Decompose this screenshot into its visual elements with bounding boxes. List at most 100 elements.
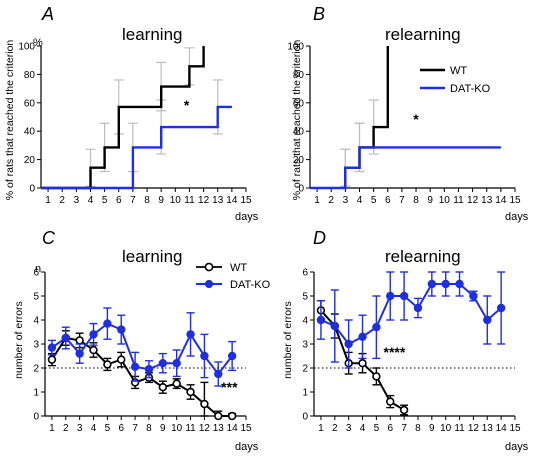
panel-c-datko-point: [130, 362, 140, 371]
legend-top-datko-label: DAT-KO: [450, 83, 491, 95]
legend-bottom-wt-marker: [204, 262, 214, 272]
panel-d-datko-point: [441, 279, 450, 289]
panel-c-datko-point: [227, 351, 237, 361]
x-tick-label: 11: [453, 195, 464, 206]
x-tick-label: 2: [328, 195, 334, 206]
x-tick-label: 14: [226, 195, 238, 206]
panel-d-datko-point: [483, 315, 492, 325]
legend-top-wt-label: WT: [450, 65, 467, 77]
panel-b-ylabel: % of rats that reached the criterion: [291, 40, 303, 201]
panel-a-wt-step-line: [41, 46, 205, 190]
y-tick-label: 6: [302, 268, 308, 279]
x-tick-label: 14: [496, 423, 508, 434]
x-tick-label: 4: [91, 423, 97, 434]
x-tick-label: 13: [481, 195, 493, 206]
y-tick-label: 2: [302, 364, 308, 375]
x-tick-label: 1: [45, 195, 51, 206]
x-tick-label: 4: [88, 195, 94, 206]
panel-d-ylabel: number of errors: [282, 301, 294, 379]
x-tick-label: 6: [118, 423, 124, 434]
panel-c-wt-point: [186, 387, 195, 397]
x-tick-label: 10: [439, 195, 451, 206]
x-tick-label: 3: [74, 195, 80, 206]
legend-bottom: WT DAT-KO: [196, 262, 271, 291]
x-tick-label: 5: [371, 195, 377, 206]
panel-c-wt-point: [75, 336, 84, 345]
panel-d-datko-point: [344, 339, 353, 349]
y-tick-label: 4: [33, 316, 39, 327]
x-tick-label: 7: [130, 195, 136, 206]
x-tick-label: 6: [116, 195, 122, 206]
y-tick-label: 0: [302, 412, 308, 423]
panel-letter-c: C: [42, 228, 56, 248]
y-tick-label: 0: [298, 184, 304, 195]
panel-letter-b: B: [313, 4, 325, 24]
x-tick-label: 8: [415, 423, 421, 434]
panel-c-wt-point: [227, 411, 237, 421]
x-tick-label: 7: [132, 423, 138, 434]
x-tick-label: 15: [240, 423, 252, 434]
panel-c-significance-label: ***: [221, 379, 238, 395]
x-tick-label: 10: [171, 423, 183, 434]
panel-c-datko-point: [47, 343, 57, 352]
panel-c-datko-point: [61, 333, 70, 343]
panel-d-datko-point: [427, 279, 437, 289]
x-tick-label: 5: [374, 423, 380, 434]
y-tick-label: 1: [302, 388, 308, 399]
y-tick-label: 60: [24, 98, 36, 109]
x-tick-label: 9: [429, 423, 435, 434]
panel-c-xlabel: days: [235, 441, 259, 453]
panel-d-wt-point: [372, 372, 381, 381]
panel-b-significance-label: *: [413, 111, 419, 127]
x-tick-label: 2: [63, 423, 69, 434]
panel-letter-d: D: [313, 228, 326, 248]
x-tick-label: 12: [199, 423, 211, 434]
panel-c-datko-point: [75, 349, 84, 358]
x-tick-label: 9: [427, 195, 433, 206]
y-tick-label: 80: [293, 70, 305, 81]
x-tick-label: 7: [401, 423, 407, 434]
y-tick-label: 3: [33, 340, 39, 351]
legend-bottom-wt-label: WT: [230, 262, 247, 274]
panel-d-datko-point: [455, 279, 464, 289]
y-tick-label: 0: [33, 412, 39, 423]
panel-d-datko-point: [469, 291, 478, 301]
x-tick-label: 15: [240, 195, 252, 206]
panel-d-datko-point: [413, 303, 423, 313]
panel-b-title: relearning: [385, 25, 461, 44]
x-tick-label: 11: [184, 195, 195, 206]
x-tick-label: 8: [413, 195, 419, 206]
panel-d-datko-point: [358, 332, 367, 341]
panel-c-datko-point: [172, 359, 181, 368]
x-tick-label: 10: [170, 195, 182, 206]
y-tick-label: 2: [33, 364, 39, 375]
x-tick-label: 3: [343, 195, 349, 206]
y-tick-label: 100: [18, 42, 35, 53]
x-tick-label: 13: [212, 195, 224, 206]
x-tick-label: 15: [509, 423, 521, 434]
panel-a-xlabel: days: [235, 211, 259, 223]
panel-b-xlabel: days: [505, 211, 529, 223]
panel-c-wt-point: [200, 399, 209, 409]
y-tick-label: 5: [302, 292, 308, 303]
x-tick-label: 5: [102, 195, 108, 206]
panel-c-wt-point: [172, 379, 181, 388]
panel-c-wt-point: [103, 360, 112, 369]
panel-a-datko-step-line: [41, 105, 232, 190]
panel-d-datko-point: [399, 291, 409, 301]
x-tick-label: 11: [185, 423, 196, 434]
x-tick-label: 1: [49, 423, 55, 434]
panel-a-title: learning: [122, 25, 183, 44]
y-tick-label: 5: [33, 292, 39, 303]
panel-c-datko-point: [200, 351, 209, 361]
y-tick-label: 60: [293, 98, 305, 109]
x-tick-label: 6: [387, 423, 393, 434]
x-tick-label: 4: [357, 195, 363, 206]
panel-c-wt-point: [89, 345, 98, 355]
legend-bottom-datko-label: DAT-KO: [230, 279, 271, 291]
y-tick-label: 80: [24, 70, 36, 81]
panel-d-datko-point: [316, 315, 326, 325]
